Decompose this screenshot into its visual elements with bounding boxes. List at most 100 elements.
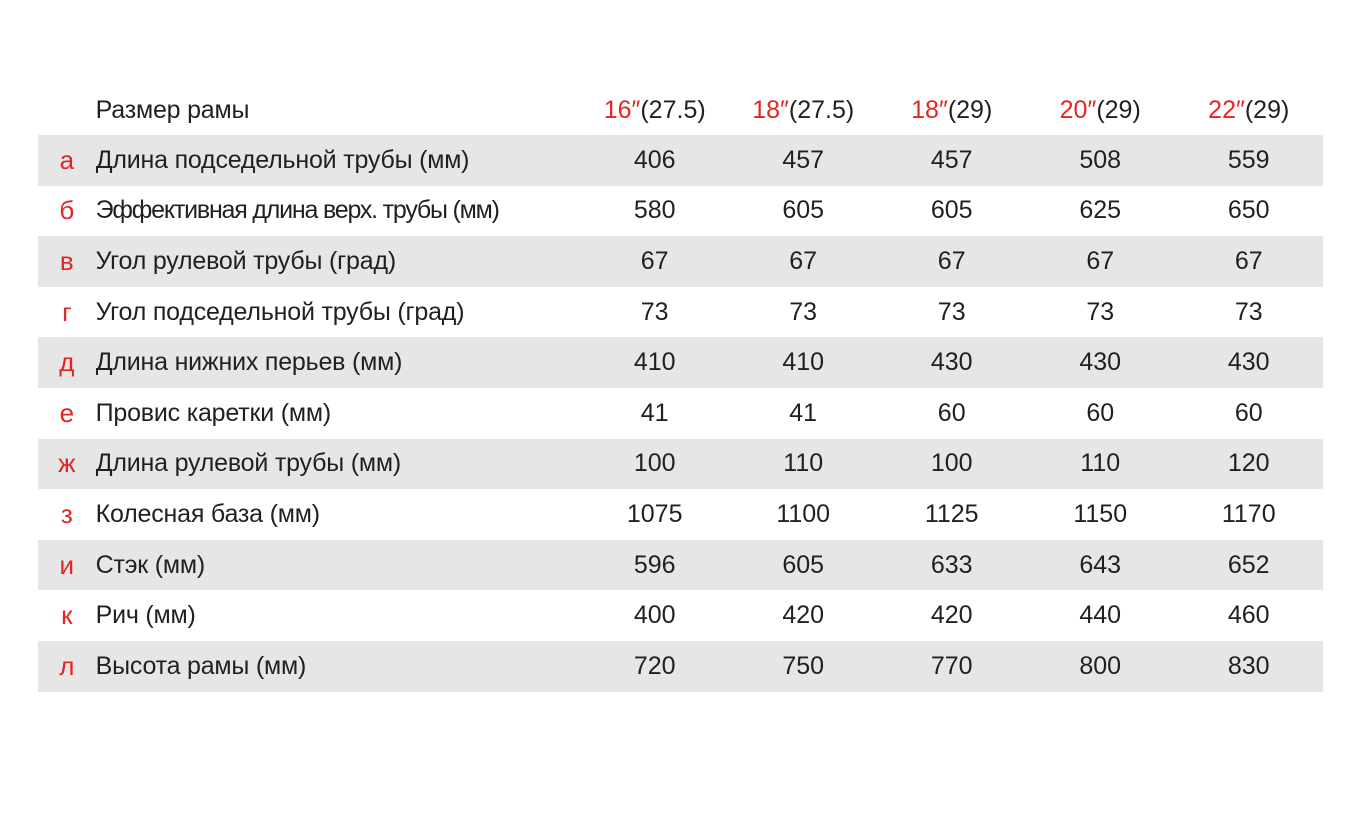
size-wheel: (29) bbox=[1096, 95, 1141, 124]
row-value: 430 bbox=[930, 348, 973, 377]
row-value: 650 bbox=[1227, 196, 1270, 225]
row-value: 60 bbox=[937, 398, 966, 427]
table-row: ж Длина рулевой трубы (мм) 100 110 100 1… bbox=[38, 438, 1323, 490]
row-param-name: Стэк (мм) bbox=[95, 550, 206, 579]
size-column-header: 18″(27.5) bbox=[729, 96, 878, 125]
size-inch: 22″ bbox=[1208, 95, 1245, 124]
row-value: 652 bbox=[1227, 550, 1270, 579]
row-value: 100 bbox=[633, 449, 676, 478]
row-value: 457 bbox=[930, 145, 973, 174]
row-value: 41 bbox=[640, 398, 669, 427]
row-param-name: Длина подседельной трубы (мм) bbox=[95, 145, 470, 174]
size-wheel: (27.5) bbox=[640, 95, 706, 124]
frame-size-label: Размер рамы bbox=[95, 95, 250, 124]
row-value: 1075 bbox=[626, 499, 683, 528]
row-letter: д bbox=[59, 347, 75, 378]
row-param-name: Эффективная длина верх. трубы (мм) bbox=[95, 196, 500, 225]
row-value: 400 bbox=[633, 601, 676, 630]
row-value: 430 bbox=[1079, 348, 1122, 377]
row-value: 1125 bbox=[924, 499, 979, 528]
row-value: 67 bbox=[640, 246, 669, 275]
row-value: 110 bbox=[1080, 449, 1121, 478]
size-wheel: (27.5) bbox=[788, 95, 855, 124]
row-value: 67 bbox=[937, 246, 966, 275]
row-letter: б bbox=[59, 195, 75, 226]
row-letter: е bbox=[59, 397, 75, 428]
table-header-row: Размер рамы 16″(27.5) 18″(27.5) 18″(29) … bbox=[38, 85, 1323, 135]
row-value: 559 bbox=[1227, 145, 1270, 174]
size-column-header: 16″(27.5) bbox=[580, 96, 729, 125]
row-value: 460 bbox=[1227, 601, 1270, 630]
row-value: 41 bbox=[789, 398, 818, 427]
row-value: 73 bbox=[1234, 297, 1263, 326]
size-wheel: (29) bbox=[947, 95, 993, 124]
row-value: 430 bbox=[1227, 348, 1270, 377]
table-row: д Длина нижних перьев (мм) 410 410 430 4… bbox=[38, 337, 1323, 388]
row-value: 100 bbox=[930, 449, 973, 478]
frame-geometry-table: Размер рамы 16″(27.5) 18″(27.5) 18″(29) … bbox=[38, 85, 1323, 692]
row-value: 73 bbox=[1086, 297, 1115, 326]
table-row: г Угол подседельной трубы (град) 73 73 7… bbox=[38, 287, 1323, 338]
row-value: 830 bbox=[1227, 651, 1270, 680]
row-value: 605 bbox=[930, 196, 973, 225]
row-value: 508 bbox=[1079, 145, 1122, 174]
row-value: 750 bbox=[782, 651, 825, 680]
row-param-name: Угол подседельной трубы (град) bbox=[95, 297, 465, 326]
size-inch: 16″ bbox=[603, 95, 641, 124]
row-value: 406 bbox=[633, 145, 676, 174]
size-column-header: 20″(29) bbox=[1026, 96, 1175, 125]
row-value: 73 bbox=[640, 297, 669, 326]
row-letter: ж bbox=[58, 448, 76, 479]
row-letter: a bbox=[59, 144, 75, 175]
row-value: 1100 bbox=[776, 499, 831, 528]
row-value: 73 bbox=[789, 297, 818, 326]
row-value: 440 bbox=[1079, 601, 1122, 630]
table-row: a Длина подседельной трубы (мм) 406 457 … bbox=[38, 135, 1323, 186]
row-value: 67 bbox=[1086, 246, 1115, 275]
row-param-name: Высота рамы (мм) bbox=[95, 651, 307, 680]
row-param-name: Длина рулевой трубы (мм) bbox=[95, 449, 402, 478]
table-row: л Высота рамы (мм) 720 750 770 800 830 bbox=[38, 640, 1323, 692]
row-letter: к bbox=[61, 600, 73, 631]
row-param-name: Рич (мм) bbox=[95, 601, 196, 630]
row-value: 60 bbox=[1086, 398, 1115, 427]
size-wheel: (29) bbox=[1244, 95, 1290, 124]
row-value: 420 bbox=[930, 601, 973, 630]
row-value: 800 bbox=[1079, 651, 1122, 680]
row-value: 110 bbox=[783, 449, 824, 478]
row-value: 643 bbox=[1079, 550, 1122, 579]
row-param-name: Провис каретки (мм) bbox=[95, 398, 332, 427]
size-column-header: 22″(29) bbox=[1174, 96, 1323, 125]
row-value: 1150 bbox=[1073, 499, 1128, 528]
table-row: к Рич (мм) 400 420 420 440 460 bbox=[38, 590, 1323, 641]
table-row: е Провис каретки (мм) 41 41 60 60 60 bbox=[38, 388, 1323, 439]
row-value: 67 bbox=[1234, 246, 1263, 275]
row-value: 73 bbox=[937, 297, 966, 326]
size-inch: 20″ bbox=[1059, 95, 1097, 124]
table-row: з Колесная база (мм) 1075 1100 1125 1150… bbox=[38, 489, 1323, 540]
table-row: в Угол рулевой трубы (град) 67 67 67 67 … bbox=[38, 236, 1323, 287]
row-letter: л bbox=[59, 650, 75, 681]
row-value: 633 bbox=[930, 550, 973, 579]
row-value: 410 bbox=[633, 348, 676, 377]
row-value: 605 bbox=[782, 550, 825, 579]
row-value: 625 bbox=[1079, 196, 1122, 225]
row-value: 596 bbox=[633, 550, 676, 579]
row-value: 420 bbox=[782, 601, 825, 630]
row-value: 770 bbox=[930, 651, 973, 680]
row-letter: г bbox=[62, 296, 72, 327]
row-value: 120 bbox=[1227, 449, 1270, 478]
row-param-name: Угол рулевой трубы (град) bbox=[95, 246, 397, 275]
row-letter: и bbox=[59, 549, 75, 580]
row-letter: в bbox=[59, 245, 74, 276]
row-param-name: Длина нижних перьев (мм) bbox=[95, 348, 403, 377]
size-column-header: 18″(29) bbox=[877, 96, 1026, 125]
size-inch: 18″ bbox=[752, 95, 789, 124]
row-value: 1170 bbox=[1221, 499, 1276, 528]
row-param-name: Колесная база (мм) bbox=[95, 499, 320, 528]
row-letter: з bbox=[60, 498, 73, 529]
row-value: 720 bbox=[633, 651, 676, 680]
row-value: 410 bbox=[782, 348, 825, 377]
size-inch: 18″ bbox=[911, 95, 948, 124]
row-value: 60 bbox=[1234, 398, 1263, 427]
